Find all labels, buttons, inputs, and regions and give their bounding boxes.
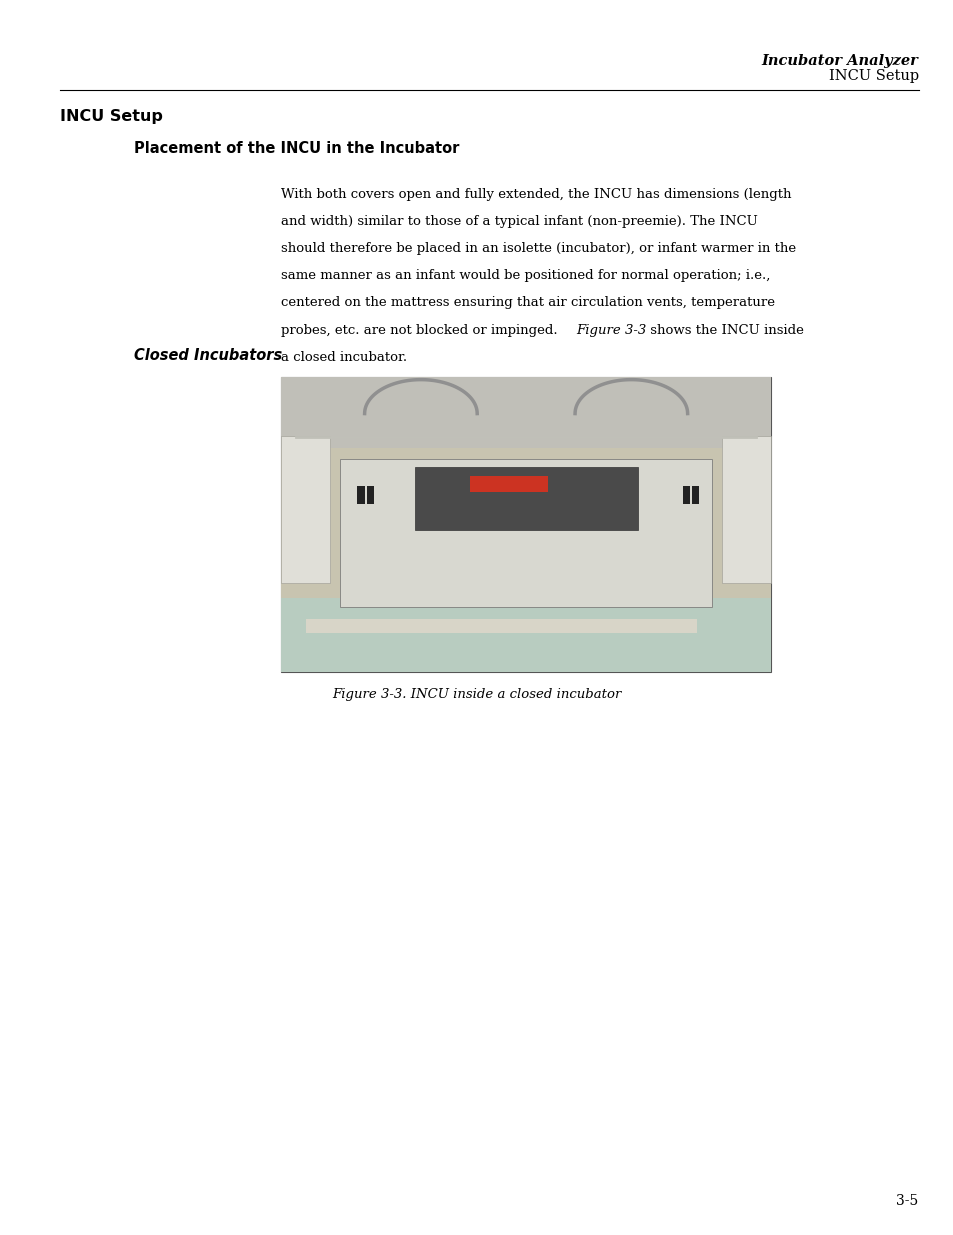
Text: With both covers open and fully extended, the INCU has dimensions (length: With both covers open and fully extended…	[281, 188, 791, 201]
Text: 3-5: 3-5	[896, 1194, 918, 1208]
Bar	[470, 477, 548, 492]
Bar	[281, 447, 770, 598]
Text: and width) similar to those of a typical infant (non-preemie). The INCU: and width) similar to those of a typical…	[281, 215, 758, 228]
Bar	[306, 619, 697, 634]
Bar	[682, 485, 689, 504]
Bar	[357, 485, 364, 504]
Bar	[340, 459, 711, 606]
Text: should therefore be placed in an isolette (incubator), or infant warmer in the: should therefore be placed in an isolett…	[281, 242, 796, 256]
Text: Figure 3-3. INCU inside a closed incubator: Figure 3-3. INCU inside a closed incubat…	[332, 688, 621, 701]
Text: shows the INCU inside: shows the INCU inside	[645, 324, 803, 337]
Bar	[281, 377, 770, 672]
Text: Figure 3-3: Figure 3-3	[576, 324, 645, 337]
Text: INCU Setup: INCU Setup	[828, 69, 918, 83]
Text: same manner as an infant would be positioned for normal operation; i.e.,: same manner as an infant would be positi…	[281, 269, 770, 283]
Text: a closed incubator.: a closed incubator.	[281, 351, 407, 364]
Text: Closed Incubators: Closed Incubators	[133, 348, 281, 363]
Text: Placement of the INCU in the Incubator: Placement of the INCU in the Incubator	[133, 141, 458, 156]
Text: probes, etc. are not blocked or impinged.: probes, etc. are not blocked or impinged…	[281, 324, 561, 337]
Bar	[691, 485, 699, 504]
Bar	[281, 436, 330, 583]
Text: INCU Setup: INCU Setup	[60, 109, 163, 124]
Bar	[281, 598, 770, 672]
Bar	[415, 467, 637, 530]
Bar	[281, 377, 770, 447]
Bar	[367, 485, 374, 504]
Text: centered on the mattress ensuring that air circulation vents, temperature: centered on the mattress ensuring that a…	[281, 296, 775, 310]
Bar	[721, 436, 770, 583]
Text: Incubator Analyzer: Incubator Analyzer	[761, 54, 918, 68]
